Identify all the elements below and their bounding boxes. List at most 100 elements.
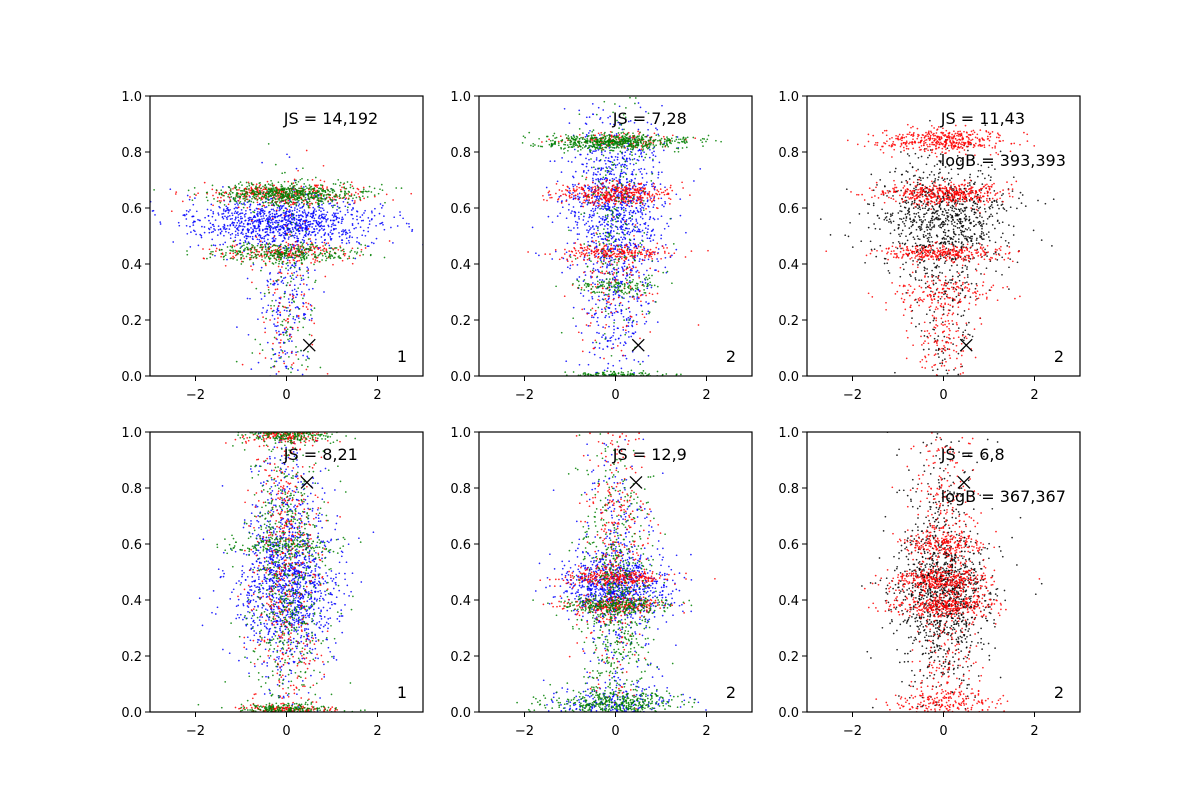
panel-top-left-point — [303, 293, 306, 295]
panel-top-left-point — [345, 197, 348, 199]
panel-top-middle-point — [648, 210, 651, 213]
panel-top-middle-point — [569, 267, 571, 270]
panel-top-middle-point — [613, 173, 615, 176]
panel-top-left-point — [215, 191, 217, 194]
panel-top-middle-point — [605, 287, 607, 290]
panel-top-middle-point — [592, 204, 595, 206]
panel-top-middle-point — [612, 343, 614, 345]
panel-top-left-point — [273, 323, 275, 325]
panel-top-left-point — [267, 143, 270, 145]
panel-top-left-point — [314, 279, 317, 282]
panel-top-left-point — [296, 201, 298, 204]
panel-top-left-point — [268, 224, 271, 227]
panel-top-middle-point — [630, 180, 633, 183]
panel-top-middle-point — [638, 168, 640, 171]
panel-top-middle-point — [612, 224, 614, 226]
panel-top-left-point — [212, 230, 215, 233]
panel-top-left-point — [278, 330, 280, 333]
panel-top-left-point — [240, 194, 243, 196]
panel-top-left-point — [324, 244, 327, 246]
panel-top-left-point — [274, 237, 277, 240]
panel-top-middle-point — [599, 356, 602, 359]
panel-top-left-point — [300, 291, 303, 293]
panel-top-left-point — [261, 258, 263, 261]
panel-top-left-point — [236, 252, 239, 255]
panel-top-left-point — [288, 340, 290, 342]
panel-top-middle-point — [616, 209, 618, 212]
panel-top-left-point — [411, 230, 413, 232]
panel-top-left-point — [288, 236, 290, 238]
panel-top-left-point — [339, 210, 342, 213]
panel-top-left-point — [278, 214, 280, 217]
panel-top-left-point — [290, 206, 293, 209]
panel-top-middle-point — [580, 332, 583, 334]
panel-top-middle-point — [631, 230, 634, 233]
panel-top-left-point — [283, 232, 286, 235]
panel-top-middle-point — [632, 210, 635, 212]
panel-top-middle-point — [656, 193, 659, 196]
panel-top-left-point — [280, 281, 283, 283]
panel-top-left-point — [268, 188, 271, 191]
panel-top-middle-point — [645, 183, 647, 186]
panel-top-middle-point — [620, 228, 623, 231]
panel-top-left-point — [303, 195, 305, 198]
panel-top-left-point — [207, 215, 210, 217]
panel-top-middle-point — [628, 241, 631, 244]
panel-top-left-point — [296, 208, 299, 211]
panel-top-left-point — [310, 262, 312, 264]
panel-top-left-point — [318, 229, 321, 232]
panel-top-left-point — [222, 256, 225, 258]
panel-top-left-point — [238, 225, 240, 228]
panel-top-left-point — [265, 248, 267, 251]
panel-top-left-point — [329, 231, 332, 234]
panel-top-left-point — [308, 357, 310, 360]
panel-top-left-point — [278, 232, 281, 234]
panel-top-middle-point — [591, 139, 593, 142]
panel-top-left-point — [272, 223, 274, 225]
panel-top-left-point — [190, 231, 192, 233]
panel-top-left-point — [278, 197, 281, 200]
panel-top-left-point — [248, 258, 251, 261]
panel-top-middle-points — [521, 96, 722, 376]
panel-top-middle-point — [545, 186, 548, 189]
panel-top-middle-point — [605, 156, 607, 159]
panel-top-left-point — [298, 222, 301, 225]
panel-top-left-point — [270, 307, 272, 310]
panel-top-left-point — [291, 328, 294, 331]
panel-top-middle-point — [675, 248, 678, 251]
panel-top-left-point — [281, 324, 284, 327]
panel-top-left-point — [272, 187, 275, 190]
panel-top-left-point — [313, 209, 315, 212]
panel-top-middle-point — [653, 150, 655, 153]
panel-top-middle-point — [634, 212, 637, 215]
panel-top-left-point — [257, 212, 259, 215]
panel-top-left-point — [308, 200, 311, 203]
panel-top-left-point — [255, 190, 258, 193]
panel-top-left-point — [271, 221, 273, 224]
panel-top-left-point — [273, 365, 276, 367]
panel-top-left-point — [304, 219, 307, 222]
panel-top-left-point — [249, 204, 252, 206]
panel-top-left-point — [206, 191, 209, 194]
panel-top-left-point — [272, 185, 274, 188]
panel-top-left-point — [300, 241, 303, 244]
panel-top-left-point — [292, 296, 295, 299]
panel-top-left-point — [303, 220, 306, 223]
panel-top-left-point — [333, 214, 336, 217]
panel-top-left-point — [292, 278, 295, 281]
panel-top-left-point — [276, 307, 279, 310]
panel-top-left-point — [298, 210, 301, 212]
panel-top-left-point — [205, 196, 208, 199]
panel-top-left-point — [309, 220, 312, 223]
panel-top-middle-point — [609, 152, 611, 154]
panel-top-left-point — [336, 202, 339, 204]
panel-top-left-point — [288, 335, 291, 337]
panel-top-middle-point — [601, 121, 604, 124]
panel-top-left-point — [292, 216, 295, 219]
panel-top-left-point — [268, 258, 271, 261]
panel-top-left-point — [201, 225, 203, 228]
panel-top-left-point — [246, 297, 249, 300]
panel-top-left-point — [294, 207, 296, 209]
panel-top-middle-point — [664, 189, 667, 192]
panel-top-left-point — [227, 209, 229, 212]
